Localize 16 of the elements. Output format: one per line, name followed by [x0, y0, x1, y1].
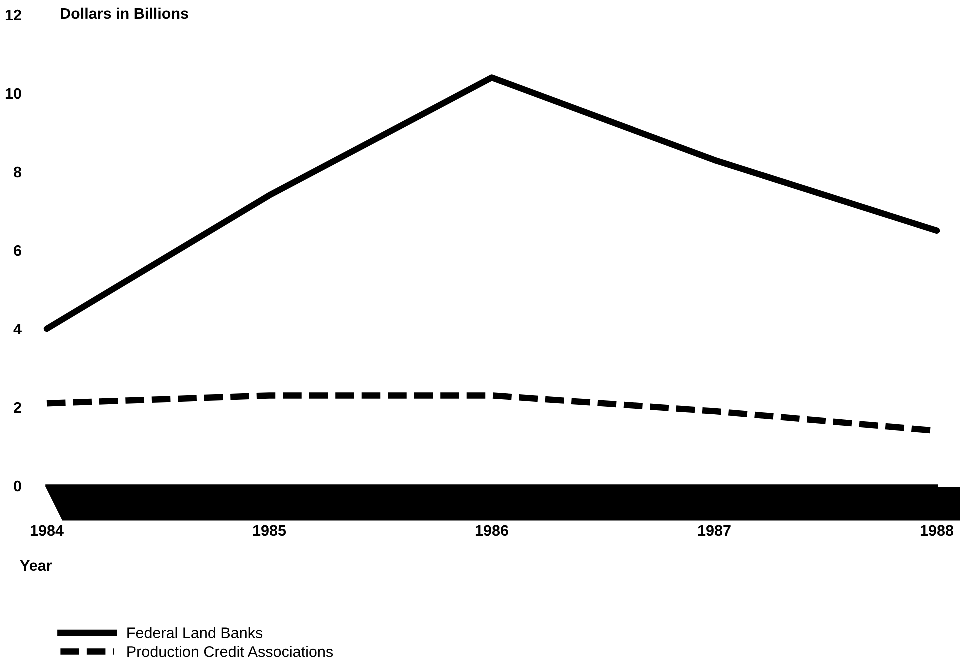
x-tick-label: 1987: [698, 525, 731, 536]
x-axis-title: Year: [20, 560, 52, 572]
legend-label: Federal Land Banks: [128, 627, 263, 638]
y-tick-label: 6: [14, 245, 22, 256]
y-tick-label: 4: [14, 324, 22, 335]
x-tick-label: 1985: [253, 525, 286, 536]
x-tick-label: 1986: [476, 525, 508, 536]
y-axis-title: Dollars in Billions: [61, 8, 188, 20]
y-tick-label: 0: [14, 480, 22, 492]
x-tick-label: 1988: [920, 525, 954, 536]
y-tick-label: 12: [6, 10, 22, 21]
legend-label: Production Credit Associations: [128, 646, 334, 658]
y-tick-label: 10: [6, 88, 22, 100]
x-tick-label: 1984: [30, 525, 64, 536]
y-tick-label: 2: [14, 402, 22, 414]
y-tick-label: 8: [14, 166, 22, 178]
